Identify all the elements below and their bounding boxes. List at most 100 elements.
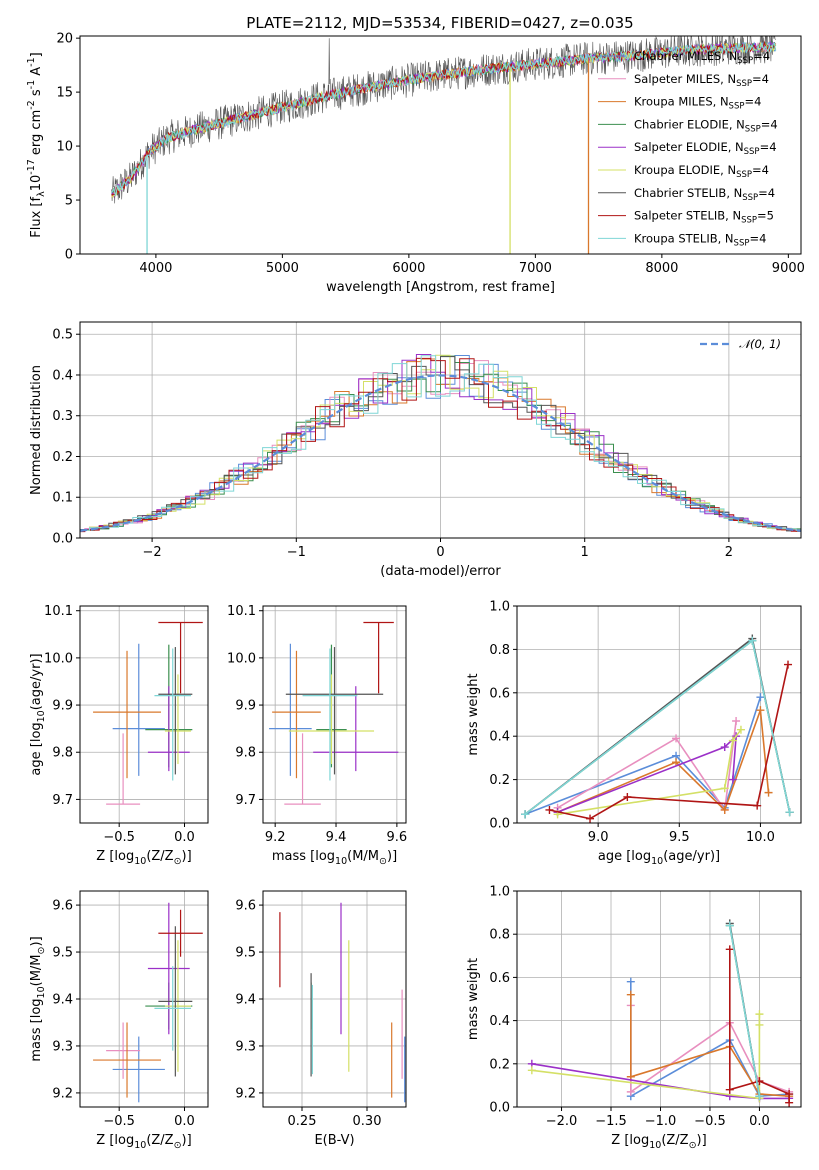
label-part: 10	[335, 856, 347, 867]
label-part: wavelength [Angstrom, rest frame]	[326, 280, 555, 295]
x-tick-label: −0.5	[103, 830, 135, 845]
label-part: 10	[134, 1140, 146, 1151]
label-part: )]	[29, 936, 44, 946]
weight-marker	[672, 734, 681, 743]
legend-entry: Kroupa MILES, NSSP=4	[634, 95, 761, 112]
normal-reference-curve	[79, 374, 802, 532]
label-part: λ	[36, 191, 47, 197]
weight-marker	[720, 805, 729, 814]
massweight_vs_Z-panel: −2.0 −1.5 −1.0 −0.5 0.0 0.0 0.2 0.4 0.6 0.8 1.0 Z […	[466, 885, 802, 1151]
y-tick-label: 9.2	[52, 1086, 73, 1101]
x-axis-label: Z [log10(Z/Z⊙)]	[611, 1133, 706, 1151]
label-part: Z [log	[611, 1133, 649, 1148]
y-tick-label: 0.0	[52, 532, 73, 547]
y-tick-label: 9.8	[52, 746, 73, 761]
label-part: erg cm	[29, 110, 44, 159]
legend-sub: SSP	[737, 56, 753, 66]
label-part: ⊙	[174, 856, 182, 867]
weight-marker	[626, 990, 635, 999]
y-tick-label: 0.6	[489, 971, 510, 986]
residuals-panel: −2 −1 0 1 2 0.0 0.1 0.2 0.3 0.4 0.5 (data-model)/er…	[29, 321, 802, 579]
legend-sub: SSP	[741, 216, 757, 226]
axes-frame	[516, 605, 802, 824]
legend-entry: Salpeter ELODIE, NSSP=4	[634, 140, 777, 157]
legend-entry: 𝒩(0, 1)	[739, 337, 781, 351]
label-part: ⊙	[689, 1140, 697, 1151]
legend-sub: SSP	[745, 124, 761, 134]
weight-marker	[732, 717, 741, 726]
weight-marker	[755, 1020, 764, 1029]
x-tick-label: −1.0	[645, 1114, 677, 1129]
x-tick-label: 0	[436, 545, 444, 560]
axes-frame	[79, 605, 209, 824]
weight-marker	[725, 1085, 734, 1094]
y-tick-label: 0.2	[52, 450, 73, 465]
label-part: Normed distribution	[29, 365, 44, 495]
x-tick-label: 10.0	[746, 830, 775, 845]
legend-entry: Kroupa ELODIE, NSSP=4	[634, 163, 769, 180]
weight-line	[729, 925, 761, 1097]
y-tick-label: 1.0	[489, 885, 510, 900]
weight-marker	[623, 792, 632, 801]
label-part: 10	[651, 856, 663, 867]
y-tick-label: 0.6	[489, 686, 510, 701]
y-tick-label: 0.5	[52, 328, 73, 343]
y-tick-label: 0.8	[489, 928, 510, 943]
label-part: (age/yr)]	[663, 849, 720, 864]
weight-marker	[728, 775, 737, 784]
x-axis-label: mass [log10(M/M⊙)]	[272, 849, 397, 867]
label-part: ⊙	[379, 856, 387, 867]
y-tick-label: 0.4	[489, 730, 510, 745]
weight-marker	[720, 743, 729, 752]
weight-marker	[784, 660, 793, 669]
y-tick-label: 0.0	[489, 817, 510, 832]
axes-frame	[79, 35, 802, 255]
x-axis-label: age [log10(age/yr)]	[598, 849, 720, 867]
label-part: 10	[134, 856, 146, 867]
y-tick-label: 9.9	[235, 699, 256, 714]
weight-marker	[728, 736, 737, 745]
label-part: (Z/Z	[146, 1133, 173, 1148]
legend-text: Kroupa MILES, N	[634, 95, 729, 109]
figure-title: PLATE=2112, MJD=53534, FIBERID=0427, z=0…	[246, 14, 633, 32]
weight-marker	[785, 808, 794, 817]
axes-frame	[262, 890, 407, 1108]
y-tick-label: 9.3	[235, 1039, 256, 1054]
legend-entry: Salpeter STELIB, NSSP=5	[634, 209, 774, 226]
x-axis-label: Z [log10(Z/Z⊙)]	[96, 849, 191, 867]
label-part: )]	[182, 849, 192, 864]
age_vs_Z-panel: −0.5 0.09.79.89.910.010.1Z [log10(Z/Z⊙)]a…	[29, 604, 209, 867]
y-tick-label: 9.7	[52, 793, 73, 808]
x-tick-label: 5000	[266, 261, 299, 276]
y-tick-label: 9.6	[52, 899, 73, 914]
x-tick-label: 9000	[772, 261, 805, 276]
x-axis-label: Z [log10(Z/Z⊙)]	[96, 1133, 191, 1151]
legend-sub: SSP	[736, 79, 752, 89]
label-part: age [log	[29, 722, 44, 775]
legend-sub: SSP	[742, 193, 758, 203]
y-axis-label: mass weight	[466, 673, 481, 755]
label-part: )]	[697, 1133, 707, 1148]
label-part: 10	[649, 1140, 661, 1151]
legend-end: =4	[752, 163, 769, 177]
x-tick-label: 9.4	[326, 830, 347, 845]
label-part: 10	[36, 986, 47, 998]
y-tick-label: 9.5	[235, 946, 256, 961]
label-part: (data-model)/error	[380, 564, 501, 579]
label-part: age [log	[598, 849, 651, 864]
x-tick-label: 6000	[392, 261, 425, 276]
y-tick-label: 9.6	[235, 899, 256, 914]
y-tick-label: 0.3	[52, 409, 73, 424]
label-part: (Z/Z	[146, 849, 173, 864]
label-part: s	[29, 89, 44, 100]
mass_vs_ebv-panel: 0.25 0.30 9.2 9.3 9.4 9.5 9.6 E(B-V)	[235, 890, 407, 1148]
panels: 4000 5000 6000 7000 8000 900005101520waveleng…	[26, 32, 805, 1151]
x-axis-label: wavelength [Angstrom, rest frame]	[326, 280, 555, 295]
legend-text: Chabrier MILES, N	[634, 49, 737, 63]
legend-text: Salpeter ELODIE, N	[634, 140, 744, 154]
weight-marker	[527, 1066, 536, 1075]
label-part: mass [log	[272, 849, 335, 864]
legend-text: Chabrier STELIB, N	[634, 186, 742, 200]
legend-end: =4	[749, 231, 766, 245]
y-tick-label: 20	[56, 32, 73, 47]
